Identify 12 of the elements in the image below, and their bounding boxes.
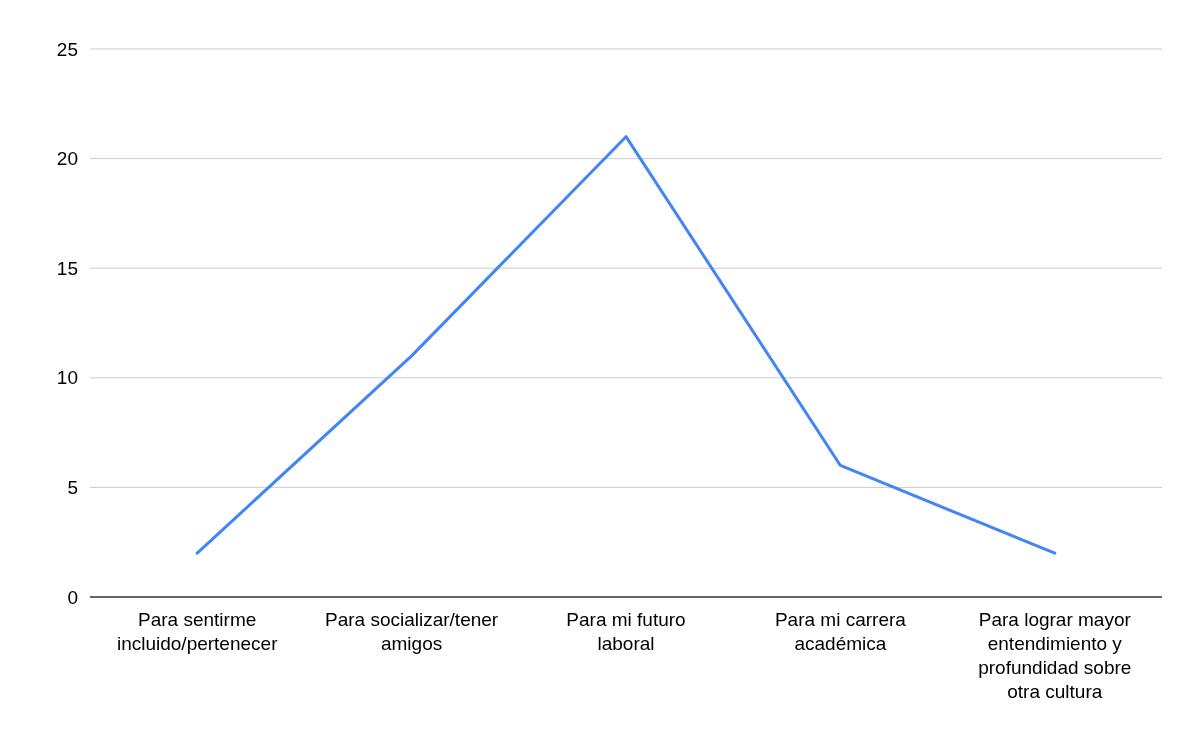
x-tick-label: Para socializar/tener amigos [325, 609, 499, 654]
x-tick-label: Para mi carrera académica [774, 609, 907, 654]
y-tick-label: 10 [56, 367, 78, 389]
y-tick-label: 0 [67, 586, 78, 608]
y-tick-label: 20 [56, 148, 78, 170]
y-tick-label: 15 [56, 257, 78, 279]
x-tick-label: Para mi futuro laboral [566, 609, 686, 654]
y-tick-label: 25 [56, 38, 78, 60]
y-tick-label: 5 [67, 477, 78, 499]
line-series [195, 135, 1057, 555]
x-tick-label: Para sentirme incluido/pertenecer [116, 609, 279, 654]
x-tick-label: Para lograr mayor entendimiento y profundidad sobre otra cultura [978, 609, 1132, 702]
